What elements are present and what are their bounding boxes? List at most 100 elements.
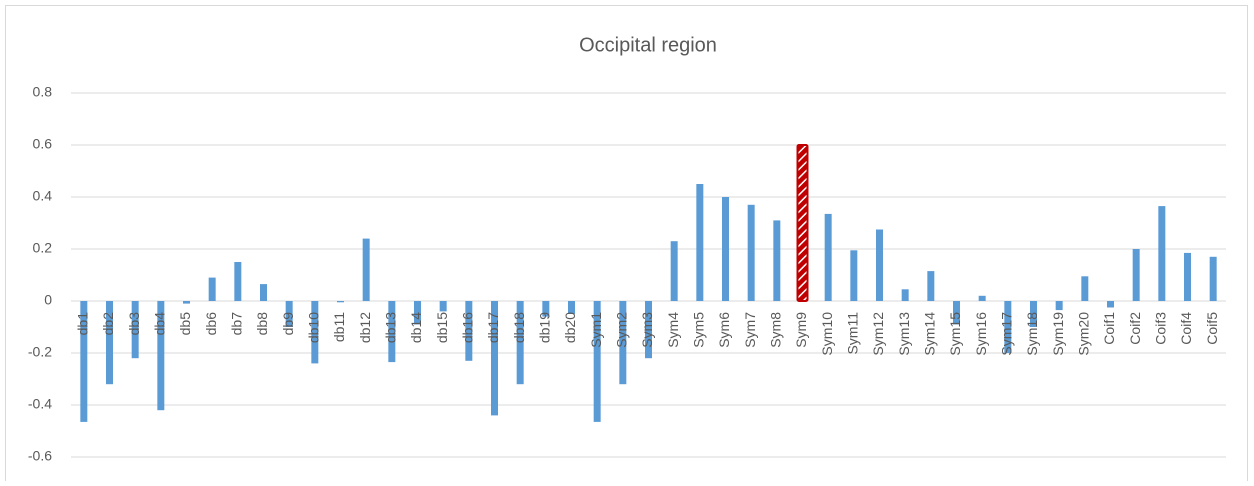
- bar: [80, 301, 88, 422]
- x-tick-label: Sym14: [922, 312, 938, 356]
- x-tick-label: Sym1: [588, 312, 604, 348]
- x-tick-label: db18: [511, 312, 527, 343]
- x-tick-label: Sym15: [947, 312, 963, 356]
- bar: [773, 220, 781, 301]
- x-tick-label: Sym5: [691, 312, 707, 348]
- x-tick-label: Sym16: [973, 312, 989, 356]
- bar: [311, 301, 319, 364]
- bar: [1132, 249, 1140, 301]
- x-tick-label: db8: [254, 312, 270, 336]
- bar: [491, 301, 498, 416]
- bar: [824, 213, 832, 301]
- x-tick-label: db14: [408, 312, 424, 343]
- x-tick-label: Sym11: [845, 312, 861, 355]
- x-tick-label: Sym18: [1024, 312, 1040, 356]
- y-tick-label: 0.8: [33, 84, 53, 100]
- bar: [747, 204, 755, 301]
- x-tick-label: Sym10: [819, 312, 835, 356]
- bar: [439, 301, 447, 312]
- bar: [542, 301, 550, 317]
- bar: [927, 271, 935, 301]
- x-tick-label: db4: [152, 312, 168, 336]
- bar: [1055, 301, 1063, 311]
- x-tick-label: db13: [383, 312, 399, 343]
- x-tick-label: db3: [126, 312, 142, 336]
- x-tick-label: Sym9: [793, 312, 809, 348]
- bar: [208, 277, 216, 301]
- y-tick-label: 0.4: [33, 188, 53, 204]
- bar: [670, 241, 678, 301]
- x-tick-label: db11: [331, 312, 347, 342]
- x-tick-label: Sym2: [614, 312, 630, 348]
- x-tick-label: Sym7: [742, 312, 758, 348]
- x-tick-label: Coif4: [1178, 312, 1194, 345]
- bar: [1030, 301, 1037, 327]
- x-tick-label: db10: [306, 312, 322, 343]
- bar: [131, 301, 139, 359]
- y-tick-label: 0.6: [33, 136, 53, 152]
- x-tick-label: db6: [203, 312, 219, 336]
- bar: [260, 284, 267, 301]
- x-tick-label: db20: [562, 312, 578, 343]
- bar: [362, 238, 370, 301]
- bar: [106, 301, 113, 385]
- x-tick-label: Sym12: [870, 312, 886, 356]
- bar: [593, 301, 601, 422]
- bar: [1107, 301, 1114, 308]
- bar: [157, 301, 165, 411]
- bar: [1184, 252, 1191, 301]
- bar: [696, 184, 704, 301]
- x-tick-label: db2: [100, 312, 116, 336]
- x-tick-label: Sym6: [716, 312, 732, 348]
- bar: [1158, 206, 1166, 301]
- x-tick-label: Coif3: [1153, 312, 1169, 345]
- bar: [414, 301, 421, 325]
- x-tick-label: Sym8: [768, 312, 784, 348]
- bar: [722, 197, 729, 301]
- x-tick-label: db19: [537, 312, 553, 343]
- bar: [516, 301, 524, 385]
- bar: [876, 229, 883, 301]
- bar: [901, 289, 909, 301]
- bar: [337, 301, 344, 303]
- bar: [285, 301, 293, 327]
- x-tick-label: db16: [460, 312, 476, 343]
- x-tick-label: db12: [357, 312, 373, 343]
- bar: [1081, 276, 1089, 301]
- bar: [1004, 301, 1012, 353]
- x-tick-label: Sym17: [999, 312, 1015, 356]
- x-tick-label: Sym4: [665, 312, 681, 348]
- x-tick-label: Coif5: [1204, 312, 1220, 345]
- x-tick-label: Sym13: [896, 312, 912, 356]
- x-tick-label: Sym20: [1076, 312, 1092, 356]
- x-tick-label: Coif2: [1127, 312, 1143, 345]
- x-tick-label: Coif1: [1101, 312, 1117, 345]
- bar: [568, 301, 575, 314]
- y-tick-label: 0: [44, 292, 52, 308]
- y-tick-label: -0.4: [28, 396, 52, 412]
- bar: [619, 301, 627, 385]
- x-tick-label: db9: [280, 312, 296, 336]
- x-tick-label: Sym19: [1050, 312, 1066, 356]
- x-tick-label: db1: [75, 312, 91, 336]
- bar: [1209, 256, 1217, 301]
- bar: [645, 301, 652, 359]
- bar: [796, 144, 809, 302]
- chart-frame: [5, 5, 1248, 486]
- x-tick-label: db15: [434, 312, 450, 343]
- bar: [183, 301, 190, 304]
- x-tick-label: db7: [229, 312, 245, 336]
- chart-title: Occipital region: [579, 34, 717, 56]
- y-tick-label: -0.2: [28, 344, 52, 360]
- bar: [234, 262, 242, 301]
- bar: [465, 301, 473, 361]
- bar: [388, 301, 396, 363]
- y-tick-label: -0.6: [28, 448, 52, 464]
- bar: [953, 301, 960, 325]
- bar: [978, 295, 986, 301]
- x-tick-label: db5: [177, 312, 193, 336]
- y-tick-label: 0.2: [33, 240, 53, 256]
- x-tick-label: Sym3: [639, 312, 655, 348]
- x-tick-label: db17: [485, 312, 501, 343]
